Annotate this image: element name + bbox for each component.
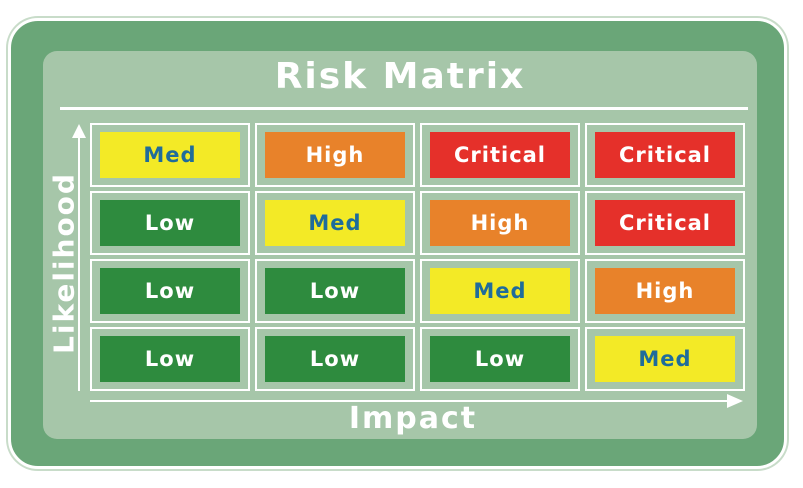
matrix-cell: Med [585, 327, 745, 391]
matrix-cell: Med [420, 259, 580, 323]
matrix-cell: Low [420, 327, 580, 391]
risk-level-chip: High [430, 200, 570, 246]
risk-level-chip: Low [265, 268, 405, 314]
risk-level-chip: Low [100, 268, 240, 314]
y-axis-label: Likelihood [47, 172, 81, 354]
risk-level-chip: High [265, 132, 405, 178]
matrix-cell: Critical [420, 123, 580, 187]
matrix-cell: Low [255, 327, 415, 391]
risk-matrix-grid: Med High Critical Critical Low Med High … [90, 123, 746, 391]
page-title: Risk Matrix [274, 56, 526, 97]
matrix-cell: Med [255, 191, 415, 255]
matrix-cell: Med [90, 123, 250, 187]
risk-level-chip: Low [265, 336, 405, 382]
matrix-cell: Low [90, 259, 250, 323]
arrow-up-icon [72, 124, 86, 138]
x-axis-line [90, 400, 730, 402]
matrix-cell: High [255, 123, 415, 187]
matrix-cell: Critical [585, 191, 745, 255]
risk-level-chip: Critical [595, 132, 735, 178]
matrix-cell: Low [90, 191, 250, 255]
title-divider [60, 107, 748, 110]
risk-level-chip: Critical [595, 200, 735, 246]
risk-level-chip: Low [100, 336, 240, 382]
risk-level-chip: Med [595, 336, 735, 382]
risk-level-chip: Low [430, 336, 570, 382]
risk-level-chip: Med [430, 268, 570, 314]
matrix-cell: Low [255, 259, 415, 323]
x-axis-label: Impact [348, 401, 478, 436]
y-axis-line [78, 130, 80, 391]
risk-level-chip: Med [100, 132, 240, 178]
matrix-cell: High [585, 259, 745, 323]
risk-level-chip: High [595, 268, 735, 314]
arrow-right-icon [727, 394, 743, 408]
matrix-cell: Critical [585, 123, 745, 187]
matrix-cell: High [420, 191, 580, 255]
risk-level-chip: Low [100, 200, 240, 246]
risk-level-chip: Critical [430, 132, 570, 178]
risk-level-chip: Med [265, 200, 405, 246]
matrix-cell: Low [90, 327, 250, 391]
